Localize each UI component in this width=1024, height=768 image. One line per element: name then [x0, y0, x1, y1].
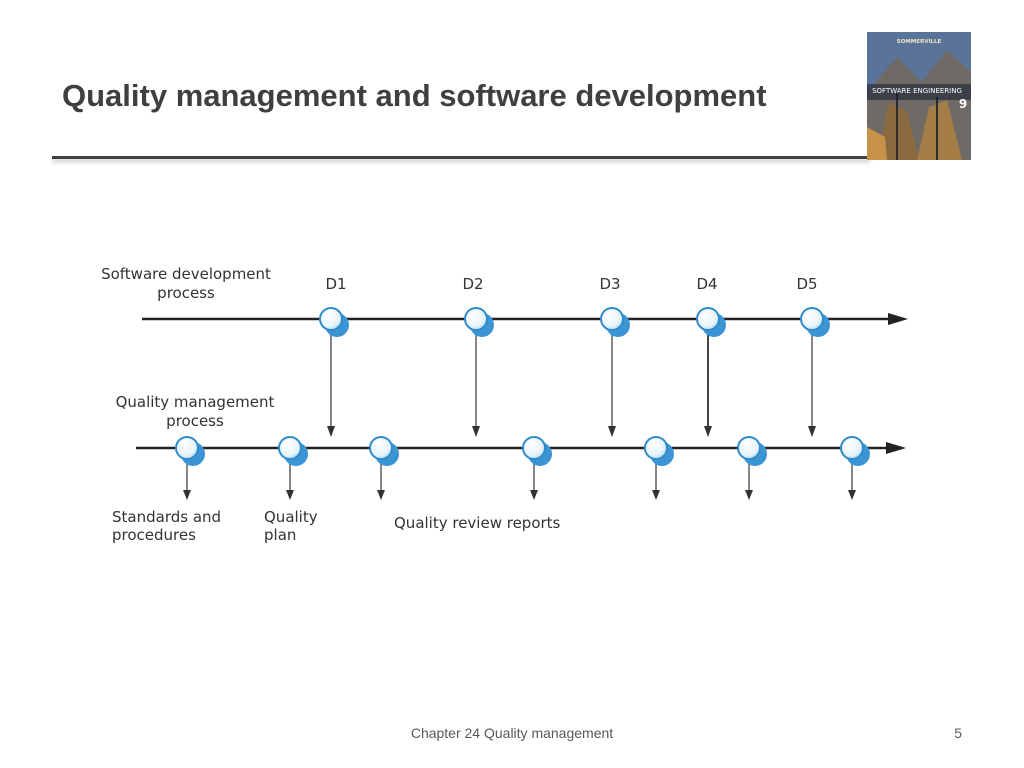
process-diagram: Software development process Quality man…	[101, 265, 908, 544]
qm-node-review-3	[644, 436, 674, 466]
qm-node-review-5	[840, 436, 870, 466]
deliverable-d2-label: D2	[462, 275, 483, 293]
output-plan-line1: Quality	[264, 508, 318, 526]
page-number: 5	[954, 725, 962, 741]
dev-process-label-line1: Software development	[101, 265, 271, 283]
output-standards-line1: Standards and	[112, 508, 221, 526]
book-edition-text: 9	[959, 97, 967, 111]
book-title-text: SOFTWARE ENGINEERING	[872, 87, 962, 95]
dev-milestone-d5	[800, 307, 830, 337]
qm-node-standards	[175, 436, 205, 466]
dev-milestone-d1	[319, 307, 349, 337]
qm-process-label-line2: process	[166, 412, 224, 430]
book-author-text: SOMMERVILLE	[897, 39, 942, 45]
qm-process-label-line1: Quality management	[116, 393, 275, 411]
title-underline	[52, 156, 870, 159]
deliverable-d5-label: D5	[796, 275, 817, 293]
book-cover-image: SOMMERVILLE SOFTWARE ENGINEERING 9	[867, 32, 971, 160]
dev-milestone-d2	[464, 307, 494, 337]
slide-title: Quality management and software developm…	[62, 78, 767, 113]
qm-timeline-arrowhead	[886, 442, 906, 454]
deliverable-d1-label: D1	[325, 275, 346, 293]
qm-node-review-2	[522, 436, 552, 466]
dev-timeline-arrowhead	[888, 313, 908, 325]
output-plan-line2: plan	[264, 526, 296, 544]
deliverable-d4-label: D4	[696, 275, 717, 293]
qm-node-review-1	[369, 436, 399, 466]
qm-node-plan	[278, 436, 308, 466]
dev-milestone-d3	[600, 307, 630, 337]
dev-milestone-d4	[696, 307, 726, 337]
dev-process-label-line2: process	[157, 284, 215, 302]
deliverable-d3-label: D3	[599, 275, 620, 293]
output-review-reports: Quality review reports	[394, 514, 561, 532]
footer-chapter: Chapter 24 Quality management	[410, 725, 614, 741]
qm-node-review-4	[737, 436, 767, 466]
output-standards-line2: procedures	[112, 526, 196, 544]
